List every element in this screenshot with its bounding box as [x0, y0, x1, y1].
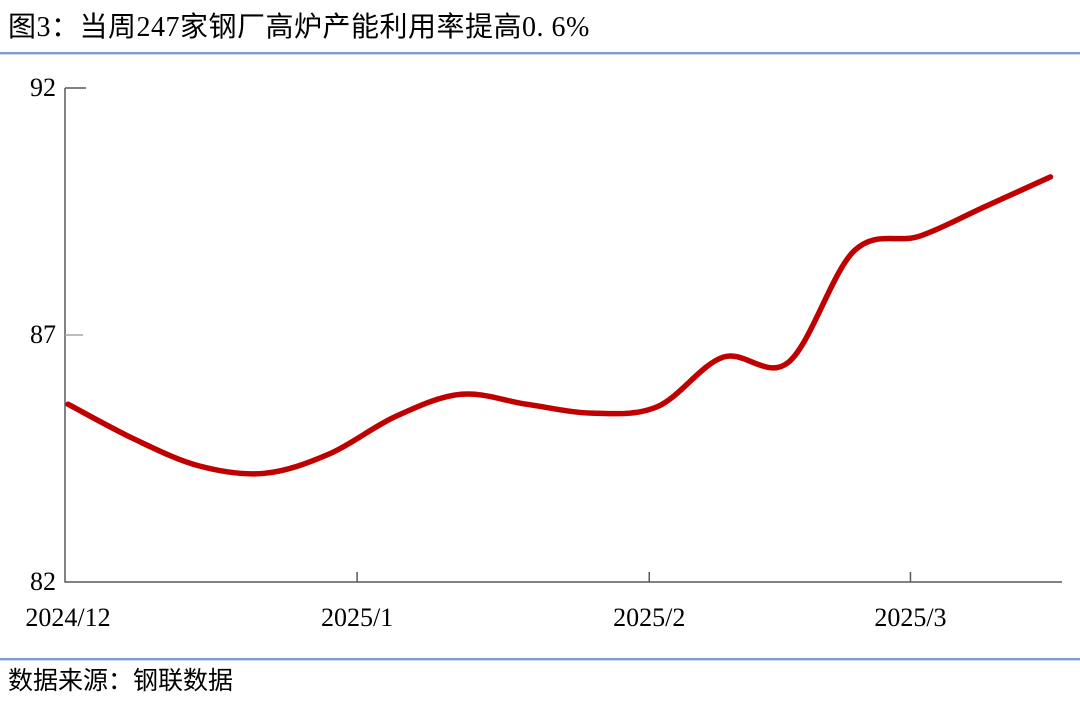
- source-divider: [0, 658, 1080, 660]
- y-tick-label: 87: [30, 320, 56, 349]
- chart-area: 92 87 82 2024/12 2025/1 2025/2 2025/3: [0, 60, 1080, 658]
- y-tick-label: 82: [30, 567, 56, 596]
- axis: [64, 88, 1062, 583]
- x-tick-label: 2025/2: [613, 603, 686, 632]
- y-tick-label: 92: [30, 73, 56, 102]
- x-tick-label: 2025/3: [874, 603, 947, 632]
- series-line: [65, 174, 1054, 477]
- x-tick-label: 2025/1: [320, 603, 394, 632]
- line-chart-svg: [64, 87, 1062, 583]
- title-divider: [0, 52, 1080, 54]
- x-tick-label: 2024/12: [25, 603, 111, 632]
- figure-title: 图3：当周247家钢厂高炉产能利用率提高0. 6%: [8, 12, 590, 43]
- data-source: 数据来源：钢联数据: [8, 668, 234, 695]
